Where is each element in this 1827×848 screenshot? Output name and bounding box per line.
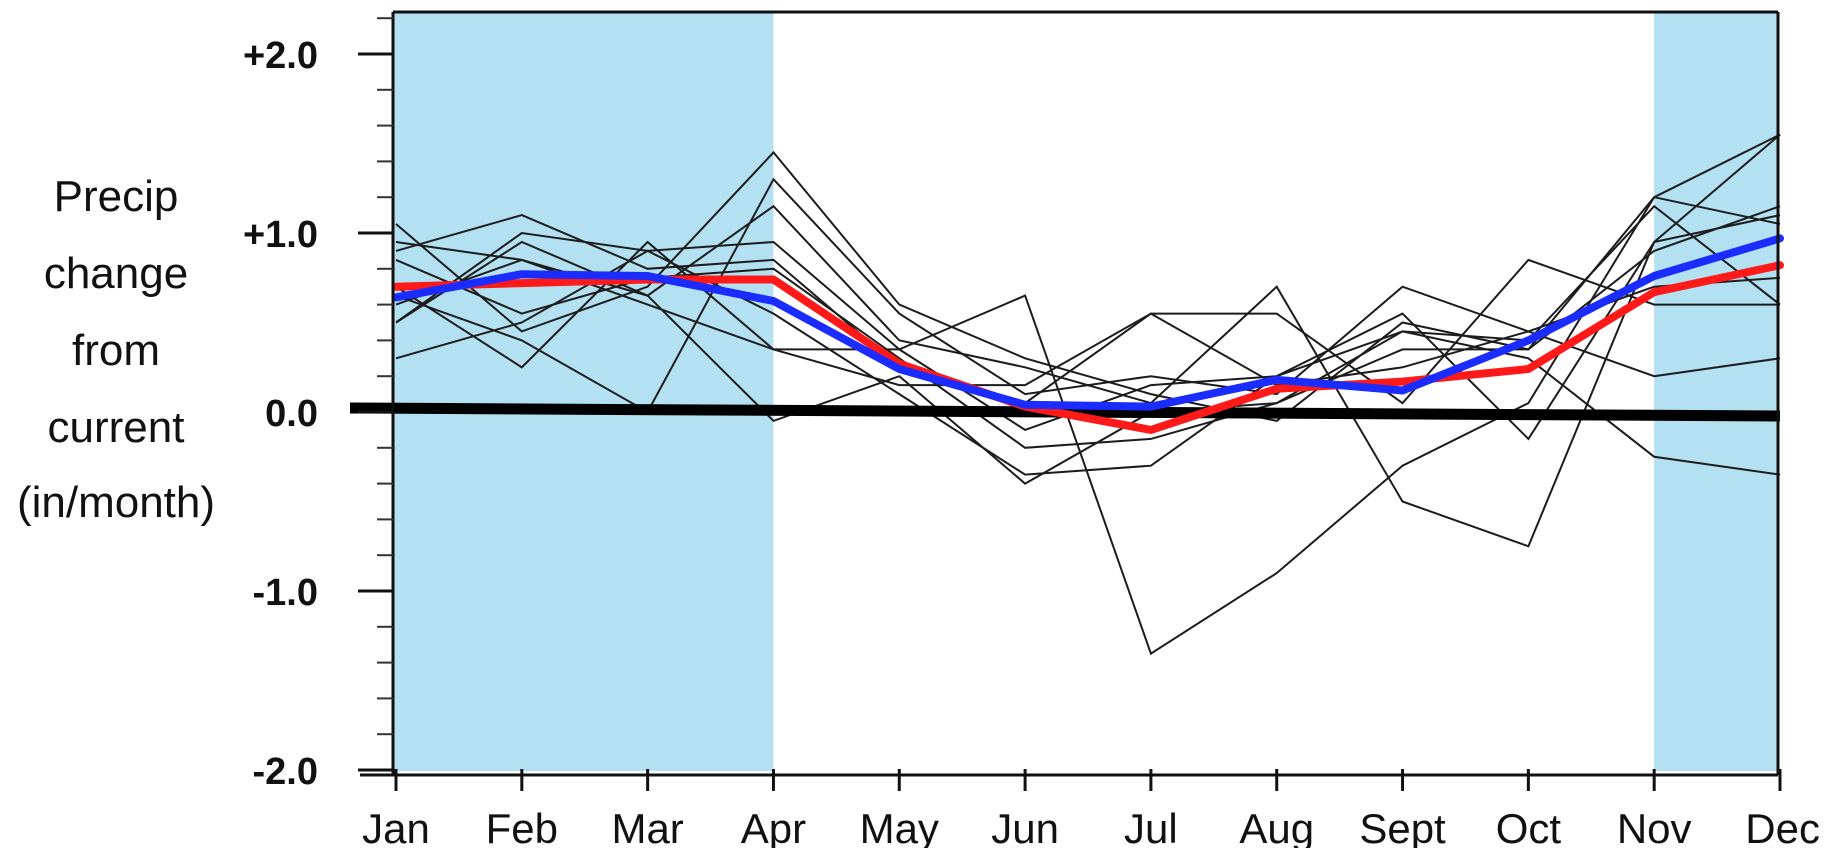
y-axis-label-line: change bbox=[43, 249, 189, 298]
y-axis-label-line: from bbox=[72, 326, 160, 375]
y-axis-label-line: current bbox=[47, 403, 185, 452]
mean-lines bbox=[392, 234, 1784, 434]
red-series-line bbox=[392, 261, 1784, 434]
axes bbox=[358, 10, 1782, 791]
y-tick-label: +2.0 bbox=[243, 35, 318, 77]
y-tick-label: -1.0 bbox=[253, 572, 318, 614]
y-tick-label: +1.0 bbox=[243, 214, 318, 256]
x-tick-label: May bbox=[860, 805, 939, 848]
y-tick-label: 0.0 bbox=[265, 393, 318, 435]
x-tick-label: Apr bbox=[741, 805, 806, 848]
shaded-region bbox=[393, 12, 774, 771]
x-tick-label: Jun bbox=[991, 805, 1059, 848]
x-tick-label: Nov bbox=[1617, 805, 1692, 848]
x-tick-label: Sept bbox=[1359, 805, 1446, 848]
model-series-line bbox=[395, 241, 1781, 387]
model-series-line bbox=[395, 214, 1780, 405]
y-axis-label-line: Precip bbox=[53, 172, 179, 221]
x-tick-label: Jan bbox=[362, 805, 430, 848]
y-tick-label: -2.0 bbox=[253, 751, 318, 793]
x-tick-label: Mar bbox=[611, 805, 683, 848]
model-series-line bbox=[395, 177, 1781, 414]
x-tick-label: Aug bbox=[1239, 805, 1314, 848]
shaded-months bbox=[393, 12, 1778, 771]
x-tick-label: Oct bbox=[1496, 805, 1562, 848]
model-series-line bbox=[395, 240, 1781, 485]
y-axis-label-line: (in/month) bbox=[16, 478, 216, 527]
x-tick-label: Dec bbox=[1745, 805, 1820, 848]
shaded-region bbox=[1654, 12, 1778, 771]
x-tick-label: Feb bbox=[486, 805, 558, 848]
blue-series-line bbox=[392, 234, 1784, 411]
model-series-line bbox=[395, 196, 1781, 656]
tick-labels: +2.0 +1.0 0.0 -1.0 -2.0 Jan Feb Mar Apr May Jun Jul… bbox=[243, 35, 1820, 848]
x-tick-label: Jul bbox=[1124, 805, 1178, 848]
